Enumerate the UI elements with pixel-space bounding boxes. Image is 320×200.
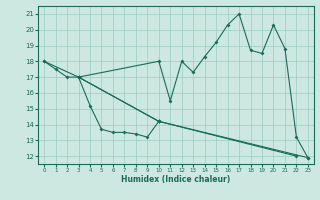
X-axis label: Humidex (Indice chaleur): Humidex (Indice chaleur)	[121, 175, 231, 184]
